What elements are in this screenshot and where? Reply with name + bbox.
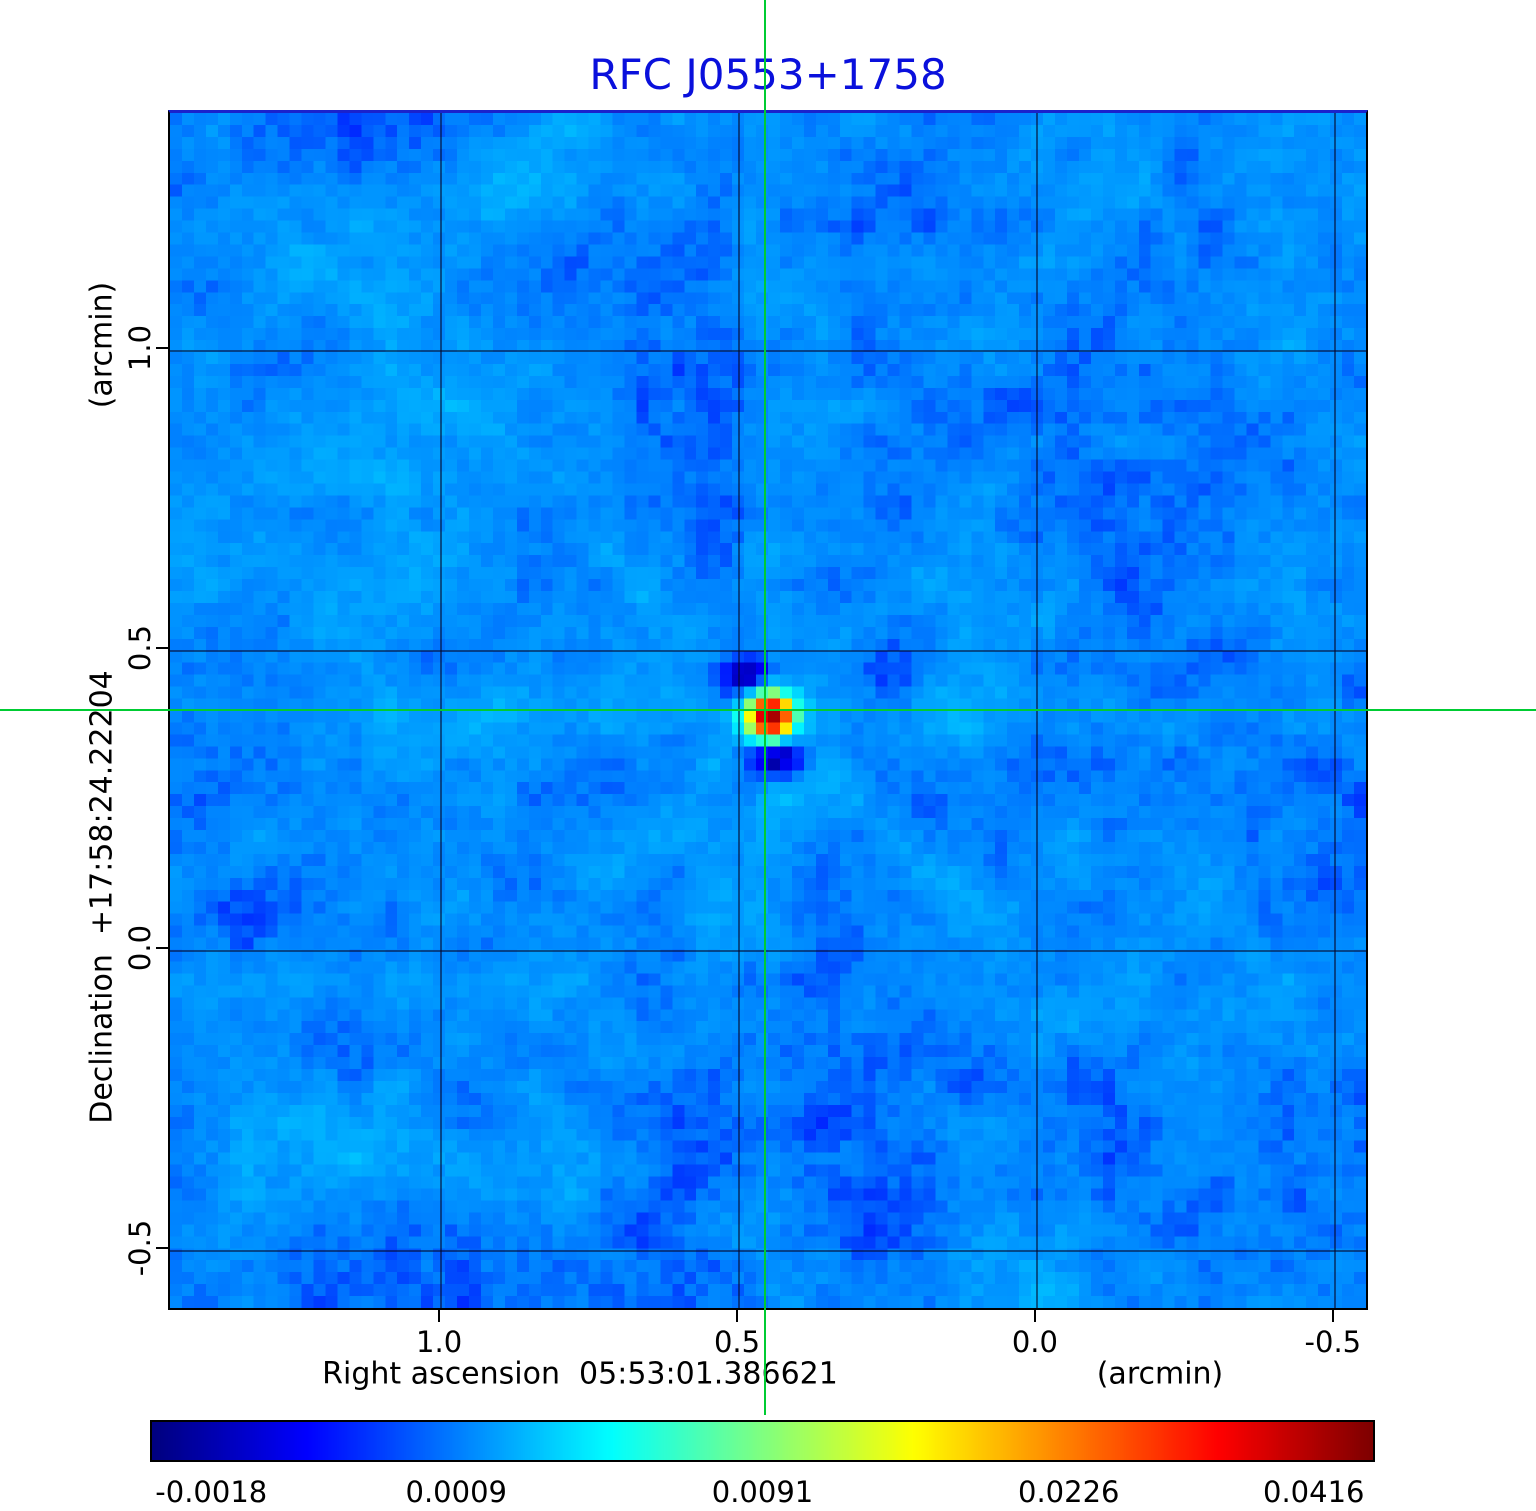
x-axis-tick xyxy=(1331,1310,1334,1322)
x-tick-label: 0.5 xyxy=(713,1325,761,1359)
crosshair-horizontal-line xyxy=(0,709,1536,711)
y-axis-tick xyxy=(156,347,168,350)
colorbar-tick-label: 0.0226 xyxy=(1018,1475,1120,1509)
x-tick-label: 1.0 xyxy=(416,1325,463,1359)
y-tick-label: 1.0 xyxy=(123,325,157,372)
colorbar-tick-label: 0.0416 xyxy=(1263,1475,1365,1509)
grid-line-horizontal xyxy=(170,650,1366,653)
colorbar-tick-label: -0.0018 xyxy=(155,1475,268,1509)
x-axis-unit-label: (arcmin) xyxy=(1096,1356,1224,1392)
y-axis-tick xyxy=(156,947,168,950)
y-tick-label: 0.0 xyxy=(123,925,157,972)
grid-line-horizontal xyxy=(170,950,1366,953)
x-tick-label: 0.0 xyxy=(1011,1325,1058,1359)
colorbar xyxy=(150,1420,1375,1462)
chart-title: RFC J0553+1758 xyxy=(589,50,947,99)
y-tick-label: -0.5 xyxy=(123,1219,157,1277)
x-axis-label: Right ascension 05:53:01.386621 xyxy=(322,1356,838,1392)
colorbar-gradient xyxy=(152,1422,1373,1460)
x-axis-tick xyxy=(438,1310,441,1322)
x-axis-tick xyxy=(736,1310,739,1322)
y-axis-unit-label: (arcmin) xyxy=(84,281,120,409)
x-axis-tick xyxy=(1033,1310,1036,1322)
y-tick-label: 0.5 xyxy=(123,625,157,672)
crosshair-vertical-line xyxy=(764,0,767,1415)
colorbar-tick-label: 0.0009 xyxy=(405,1475,507,1509)
colorbar-tick-label: 0.0091 xyxy=(711,1475,814,1509)
y-axis-label: Declination +17:58:24.22204 xyxy=(84,670,120,1124)
grid-line-horizontal xyxy=(170,1250,1366,1253)
y-axis-tick xyxy=(156,647,168,650)
y-axis-tick xyxy=(156,1247,168,1250)
x-tick-label: -0.5 xyxy=(1304,1325,1362,1359)
grid-line-horizontal xyxy=(170,350,1366,353)
